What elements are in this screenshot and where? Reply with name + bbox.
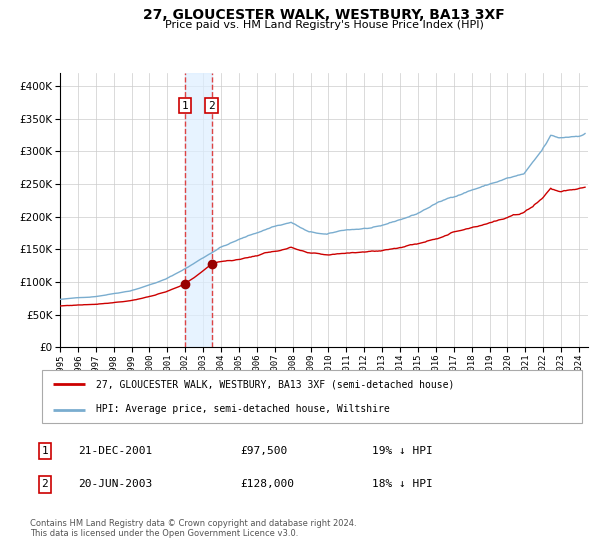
Text: 27, GLOUCESTER WALK, WESTBURY, BA13 3XF (semi-detached house): 27, GLOUCESTER WALK, WESTBURY, BA13 3XF … xyxy=(96,380,454,390)
Text: 19% ↓ HPI: 19% ↓ HPI xyxy=(372,446,433,456)
Text: 21-DEC-2001: 21-DEC-2001 xyxy=(78,446,152,456)
Text: Price paid vs. HM Land Registry's House Price Index (HPI): Price paid vs. HM Land Registry's House … xyxy=(164,20,484,30)
Text: Contains HM Land Registry data © Crown copyright and database right 2024.: Contains HM Land Registry data © Crown c… xyxy=(30,520,356,529)
Text: 20-JUN-2003: 20-JUN-2003 xyxy=(78,479,152,489)
Text: 1: 1 xyxy=(41,446,49,456)
Text: 27, GLOUCESTER WALK, WESTBURY, BA13 3XF: 27, GLOUCESTER WALK, WESTBURY, BA13 3XF xyxy=(143,8,505,22)
Text: £97,500: £97,500 xyxy=(240,446,287,456)
Bar xyxy=(185,73,212,347)
Text: 2: 2 xyxy=(208,101,215,111)
FancyBboxPatch shape xyxy=(42,370,582,423)
Text: HPI: Average price, semi-detached house, Wiltshire: HPI: Average price, semi-detached house,… xyxy=(96,404,390,414)
Text: 1: 1 xyxy=(181,101,188,111)
Text: £128,000: £128,000 xyxy=(240,479,294,489)
Text: 2: 2 xyxy=(41,479,49,489)
Text: This data is licensed under the Open Government Licence v3.0.: This data is licensed under the Open Gov… xyxy=(30,530,298,539)
Text: 18% ↓ HPI: 18% ↓ HPI xyxy=(372,479,433,489)
